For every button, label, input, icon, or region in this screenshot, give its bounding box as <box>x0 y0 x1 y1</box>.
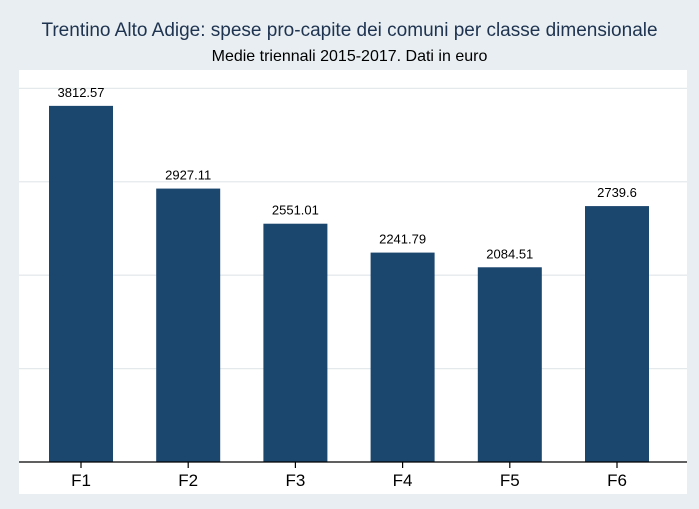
bar-f3 <box>263 223 328 462</box>
x-tick-label: F5 <box>500 471 520 490</box>
x-tick-label: F2 <box>178 471 198 490</box>
data-label: 2927.11 <box>165 168 211 183</box>
x-tick-label: F1 <box>71 471 91 490</box>
x-tick-label: F3 <box>285 471 305 490</box>
data-label: 2739.6 <box>597 185 637 200</box>
data-label: 2084.51 <box>486 246 533 261</box>
bar-f5 <box>477 267 542 462</box>
data-label: 2551.01 <box>272 203 319 218</box>
bar-f6 <box>585 206 649 462</box>
bar-f4 <box>370 252 435 462</box>
x-tick-label: F4 <box>393 471 413 490</box>
chart-title: Trentino Alto Adige: spese pro-capite de… <box>41 20 658 41</box>
chart-subtitle: Medie triennali 2015-2017. Dati in euro <box>211 48 488 65</box>
plot-area <box>19 70 687 494</box>
x-tick-label: F6 <box>607 471 627 490</box>
data-label: 2241.79 <box>379 232 426 247</box>
data-label: 3812.57 <box>58 85 105 100</box>
bar-f1 <box>49 105 113 463</box>
bar-f2 <box>156 188 221 462</box>
